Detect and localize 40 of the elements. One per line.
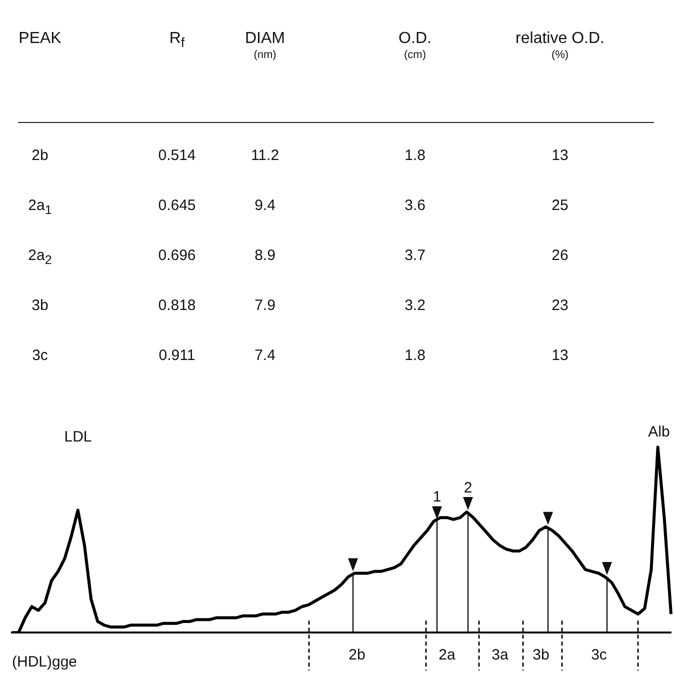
text: 3c bbox=[32, 347, 48, 365]
text: 3.7 bbox=[404, 247, 426, 265]
text: 11.2 bbox=[250, 147, 280, 165]
text: 9.4 bbox=[254, 197, 276, 215]
text: 2a bbox=[438, 646, 456, 664]
text: 13 bbox=[552, 347, 568, 365]
text: 13 bbox=[552, 147, 568, 165]
text: LDL bbox=[64, 428, 92, 446]
text: R$_{f}$ bbox=[169, 30, 185, 52]
text: 3a bbox=[492, 646, 508, 664]
text: 3.6 bbox=[404, 197, 426, 215]
text: 7.4 bbox=[254, 347, 276, 365]
text: 2a$_{2}$ bbox=[28, 247, 52, 269]
text: 3c bbox=[591, 646, 607, 664]
text: 7.9 bbox=[254, 297, 276, 315]
x-axis-title: (HDL)gge bbox=[12, 654, 78, 671]
text: 25 bbox=[552, 197, 568, 215]
text: 0.645 bbox=[158, 197, 196, 215]
text: 26 bbox=[552, 247, 568, 265]
text: 2b bbox=[32, 147, 48, 165]
text: 3b bbox=[32, 297, 48, 315]
text: 2a$_{1}$ bbox=[28, 197, 52, 219]
text: 0.514 bbox=[158, 147, 196, 165]
text: 0.818 bbox=[158, 297, 196, 315]
text: 0.911 bbox=[158, 347, 196, 365]
text: 0.696 bbox=[158, 247, 196, 265]
text: relative O.D. (%) bbox=[516, 30, 604, 62]
text: O.D. (cm) bbox=[398, 30, 432, 62]
text: 3.2 bbox=[404, 297, 426, 315]
annotation: 1 bbox=[432, 488, 442, 506]
text: 23 bbox=[552, 297, 568, 315]
text: 3b bbox=[532, 646, 550, 664]
text: 1.8 bbox=[404, 147, 426, 165]
text: PEAK bbox=[18, 30, 62, 48]
text: 1.8 bbox=[404, 347, 426, 365]
annotation: 2 bbox=[464, 480, 472, 497]
text: 8.9 bbox=[254, 247, 276, 265]
text: DIAM (nm) bbox=[245, 30, 285, 62]
text: Alb bbox=[648, 424, 670, 440]
text: 2b bbox=[348, 646, 366, 664]
